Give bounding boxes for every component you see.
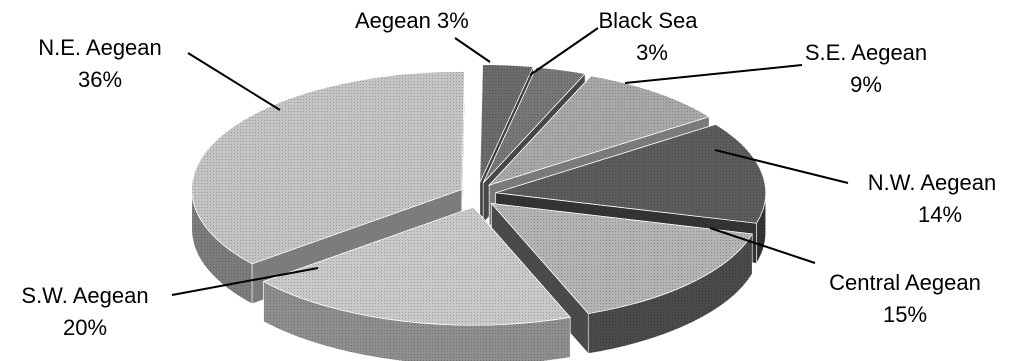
slice-label-nw-aegean: N.W. Aegean [868, 170, 996, 195]
slice-labels: Aegean 3% Black Sea 3% S.E. Aegean 9% N.… [21, 8, 996, 340]
slice-s-w-aegean [262, 206, 572, 361]
slice-wall-texture-s-w-aegean-0 [263, 281, 571, 361]
slice-top-texture-s-e-aegean [489, 75, 710, 186]
slice-value-central-aegean: 15% [883, 302, 927, 327]
slice-top-texture-black-sea [483, 67, 586, 183]
slice-top-texture-n-w-aegean [495, 124, 766, 224]
pie-slices [191, 64, 767, 361]
leader-line-ne-aegean [187, 52, 281, 111]
slice-top-texture-aegean [479, 64, 534, 183]
slice-top-texture-n-e-aegean [191, 71, 465, 264]
slice-wall-texture-n-e-aegean-0 [191, 189, 253, 304]
leader-line-central-aegean [709, 227, 816, 264]
leader-line-sw-aegean [171, 267, 319, 296]
slice-wall-texture-central-aegean-0 [588, 233, 753, 354]
leader-line-aegean [454, 37, 491, 63]
leader-line-nw-aegean [714, 149, 849, 184]
slice-value-se-aegean: 9% [850, 72, 882, 97]
slice-top-texture-s-w-aegean [263, 207, 571, 326]
slice-label-aegean: Aegean 3% [355, 8, 469, 33]
slice-value-sw-aegean: 20% [63, 315, 107, 340]
slice-label-central-aegean: Central Aegean [829, 270, 981, 295]
slice-label-ne-aegean: N.E. Aegean [38, 35, 162, 60]
slice-label-se-aegean: S.E. Aegean [805, 40, 927, 65]
slice-value-ne-aegean: 36% [78, 67, 122, 92]
slice-value-nw-aegean: 14% [918, 202, 962, 227]
leader-lines [171, 27, 849, 296]
leader-line-black-sea [529, 27, 599, 76]
slice-n-e-aegean [191, 71, 465, 305]
slice-label-sw-aegean: S.W. Aegean [21, 283, 148, 308]
slice-top-texture-central-aegean [491, 203, 753, 314]
slice-value-black-sea: 3% [636, 40, 668, 65]
leader-line-se-aegean [624, 64, 803, 84]
slice-label-black-sea: Black Sea [598, 8, 698, 33]
